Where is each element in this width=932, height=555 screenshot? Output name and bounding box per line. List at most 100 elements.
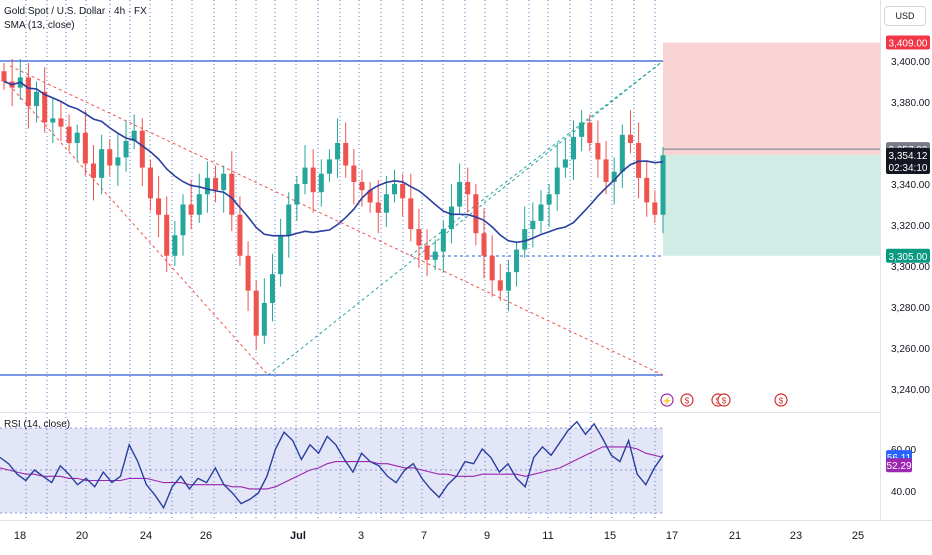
time-tick-label: 7 — [421, 530, 427, 542]
candle-body — [489, 255, 495, 281]
candle-body — [99, 149, 105, 178]
rsi-legend: RSI (14, close) — [4, 419, 71, 430]
candle-body — [131, 130, 137, 141]
bar-countdown: 02:34:10 — [889, 163, 928, 174]
time-tick-label: 9 — [484, 530, 490, 542]
candle-body — [440, 229, 446, 252]
rsi-tick-label: 40.00 — [891, 487, 916, 498]
candle-body — [172, 235, 178, 256]
price-tick-label: 3,320.00 — [891, 221, 930, 232]
price-axis-border — [880, 0, 881, 520]
candle-body — [253, 290, 259, 336]
rsi-value-label: 52.29 — [886, 461, 911, 472]
candle-body — [448, 206, 454, 230]
price-tick-label: 3,340.00 — [891, 180, 930, 191]
economic-event-icon — [717, 393, 731, 407]
candle-body — [465, 181, 471, 195]
candle-body — [619, 134, 625, 172]
time-tick-label: 11 — [542, 530, 553, 542]
candle-body — [318, 173, 324, 193]
candle-body — [188, 204, 194, 215]
sma-legend: SMA (13, close) — [4, 20, 75, 31]
price-tag — [886, 35, 930, 50]
candle-body — [42, 91, 48, 123]
candle-body — [310, 167, 316, 193]
candle-body — [497, 280, 503, 291]
candle-body — [326, 159, 332, 174]
uptrend-projection — [267, 60, 664, 376]
price-tag-label: 3,354.12 — [889, 151, 928, 162]
candle-body — [611, 171, 617, 182]
time-tick-label: 21 — [729, 530, 741, 542]
candle-body — [66, 126, 72, 143]
economic-event-icon — [680, 393, 694, 407]
candle-body — [269, 274, 276, 303]
candle-body — [538, 204, 544, 221]
candle-body — [278, 235, 284, 275]
candle-body — [554, 167, 560, 195]
rsi-line — [0, 420, 664, 510]
candle-body — [457, 181, 463, 207]
time-tick-label: 3 — [358, 530, 364, 542]
time-tick-label: 20 — [76, 530, 88, 542]
candle-body — [245, 255, 251, 291]
candle-body — [58, 118, 64, 127]
candle-body — [34, 91, 40, 107]
candle-body — [359, 181, 365, 191]
stop-loss-zone — [663, 42, 880, 156]
candle-body — [636, 143, 642, 178]
candle-body — [343, 143, 349, 166]
time-tick-label: 26 — [200, 530, 212, 542]
candle-body — [644, 177, 650, 203]
time-axis-border — [0, 520, 932, 521]
economic-event-glyph: $ — [779, 397, 784, 406]
candle-body — [627, 134, 633, 143]
candle-body — [587, 122, 593, 143]
time-tick-label: Jul — [290, 530, 306, 542]
pane-separator — [0, 412, 880, 413]
candle-body — [400, 184, 406, 199]
rsi-value-tag — [886, 458, 912, 473]
candle-body — [25, 77, 31, 107]
candle-body — [473, 194, 479, 234]
candle-body — [367, 190, 373, 203]
candle-body — [196, 194, 202, 215]
time-tick-label: 15 — [604, 530, 616, 542]
candle-body — [408, 198, 414, 230]
candle-body — [432, 251, 438, 260]
candle-body — [213, 177, 219, 191]
price-tag — [886, 248, 930, 263]
economic-event-icon — [774, 393, 788, 407]
candle-body — [424, 245, 430, 260]
candle-body — [514, 249, 520, 273]
candle-body — [123, 140, 129, 158]
currency-selector[interactable]: USD — [884, 6, 926, 26]
candle-body — [660, 155, 666, 215]
economic-event-glyph: ⚡ — [662, 396, 672, 406]
price-tag — [886, 148, 930, 175]
time-tick-label: 24 — [140, 530, 152, 542]
price-tick-label: 3,240.00 — [891, 385, 930, 396]
price-tag-label: 3,409.00 — [889, 39, 928, 50]
candle-body — [351, 165, 357, 182]
price-tag-label: 3,305.00 — [889, 252, 928, 263]
candle-body — [147, 167, 153, 199]
candle-body — [530, 220, 536, 230]
time-tick-label: 18 — [14, 530, 26, 542]
candle-body — [383, 194, 389, 213]
candle-body — [294, 184, 300, 205]
candle-body — [562, 159, 568, 168]
candle-body — [74, 132, 80, 143]
candle-body — [82, 132, 88, 164]
time-tick-label: 23 — [790, 530, 802, 542]
price-tick-label: 3,300.00 — [891, 262, 930, 273]
price-tick-label: 3,400.00 — [891, 57, 930, 68]
candle-body — [603, 159, 609, 182]
candle-body — [204, 177, 210, 195]
candle-body — [90, 163, 97, 178]
candle-body — [1, 71, 7, 82]
candle-body — [546, 194, 552, 205]
economic-event-glyph: $ — [685, 397, 690, 406]
